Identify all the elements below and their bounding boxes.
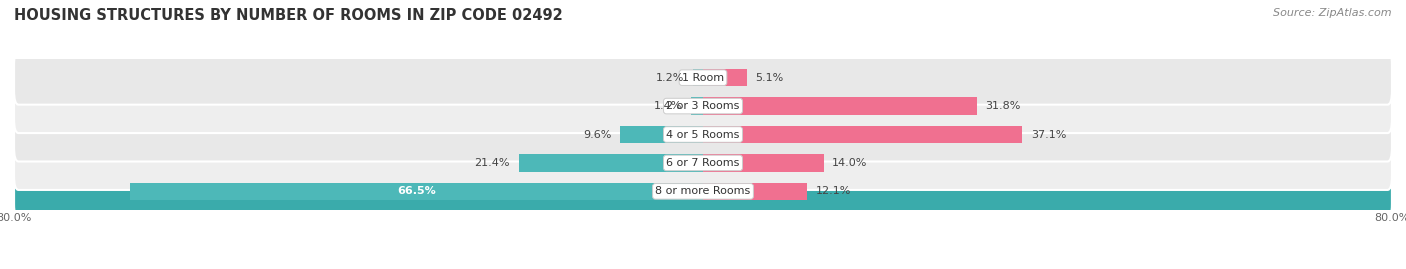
Bar — [131, 183, 703, 200]
Bar — [693, 69, 703, 86]
Text: 66.5%: 66.5% — [398, 186, 436, 196]
Text: HOUSING STRUCTURES BY NUMBER OF ROOMS IN ZIP CODE 02492: HOUSING STRUCTURES BY NUMBER OF ROOMS IN… — [14, 8, 562, 23]
Bar — [690, 97, 703, 115]
Text: 21.4%: 21.4% — [475, 158, 510, 168]
FancyBboxPatch shape — [14, 164, 1392, 218]
Bar — [703, 97, 977, 115]
Text: 12.1%: 12.1% — [815, 186, 851, 196]
Text: 6 or 7 Rooms: 6 or 7 Rooms — [666, 158, 740, 168]
Bar — [703, 126, 1022, 143]
Bar — [620, 126, 703, 143]
Text: 37.1%: 37.1% — [1031, 129, 1067, 140]
FancyBboxPatch shape — [14, 136, 1392, 190]
Bar — [703, 183, 807, 200]
Text: 1.2%: 1.2% — [655, 73, 685, 83]
Bar — [703, 69, 747, 86]
Text: 8 or more Rooms: 8 or more Rooms — [655, 186, 751, 196]
Text: 9.6%: 9.6% — [583, 129, 612, 140]
Text: 5.1%: 5.1% — [755, 73, 783, 83]
FancyBboxPatch shape — [14, 108, 1392, 161]
Text: Source: ZipAtlas.com: Source: ZipAtlas.com — [1274, 8, 1392, 18]
Text: 4 or 5 Rooms: 4 or 5 Rooms — [666, 129, 740, 140]
Bar — [519, 154, 703, 172]
Text: 1 Room: 1 Room — [682, 73, 724, 83]
Text: 31.8%: 31.8% — [986, 101, 1021, 111]
FancyBboxPatch shape — [14, 79, 1392, 133]
Text: 1.4%: 1.4% — [654, 101, 682, 111]
Bar — [703, 154, 824, 172]
Text: 14.0%: 14.0% — [832, 158, 868, 168]
FancyBboxPatch shape — [14, 51, 1392, 105]
Legend: Owner-occupied, Renter-occupied: Owner-occupied, Renter-occupied — [572, 264, 834, 269]
Text: 2 or 3 Rooms: 2 or 3 Rooms — [666, 101, 740, 111]
